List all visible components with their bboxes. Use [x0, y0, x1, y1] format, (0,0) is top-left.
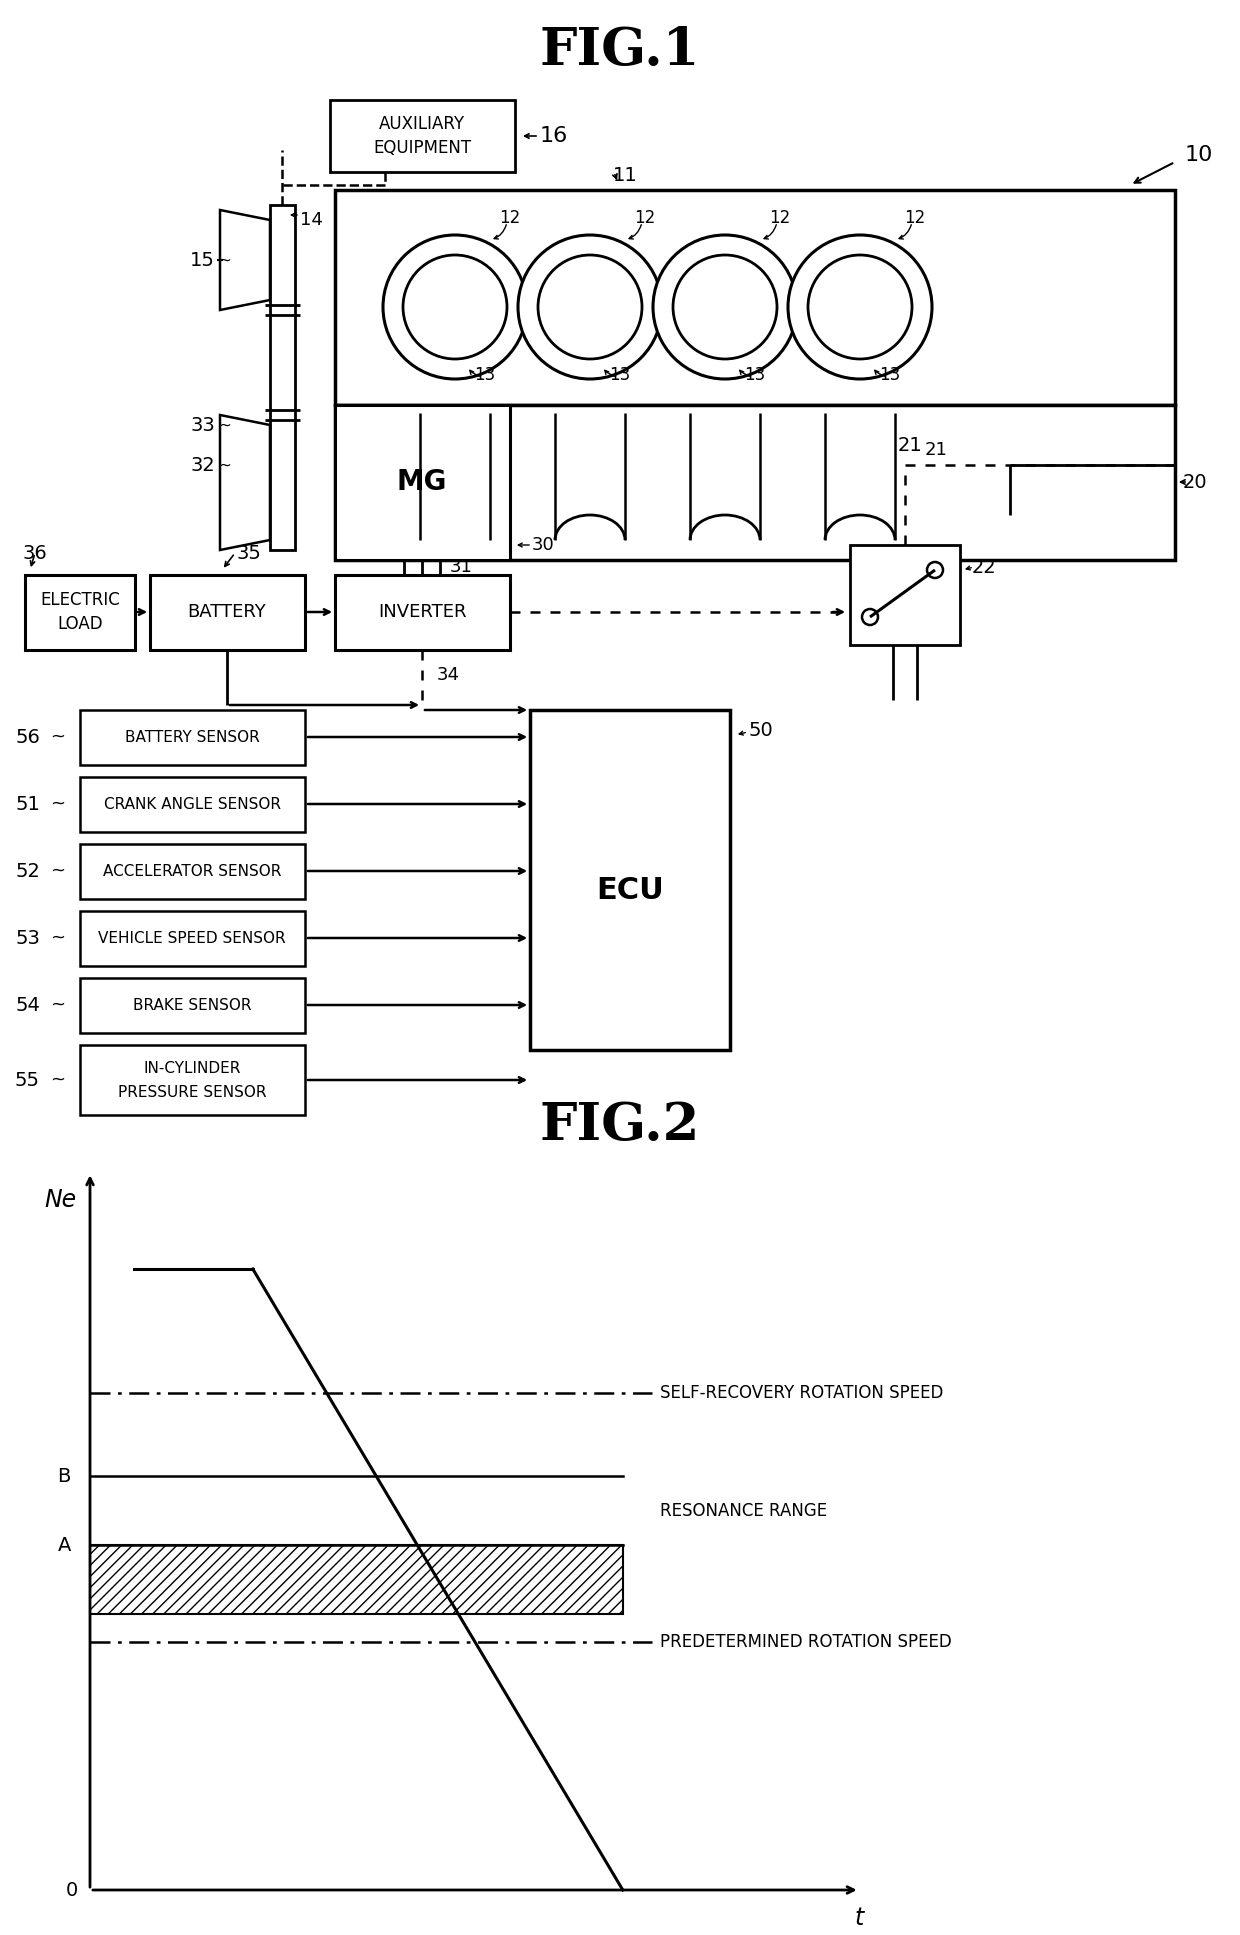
Text: 51: 51 — [15, 795, 40, 813]
Text: 13: 13 — [475, 366, 496, 383]
Bar — [335, 190, 1176, 404]
Circle shape — [653, 234, 797, 379]
Text: BRAKE SENSOR: BRAKE SENSOR — [133, 998, 252, 1012]
Text: 13: 13 — [879, 366, 900, 383]
Text: 35: 35 — [237, 544, 262, 563]
Bar — [849, 546, 960, 644]
Text: 0: 0 — [66, 1881, 78, 1900]
Circle shape — [518, 234, 662, 379]
Text: 33: 33 — [190, 416, 215, 435]
Circle shape — [787, 234, 932, 379]
Text: 12: 12 — [769, 209, 791, 226]
Text: ACCELERATOR SENSOR: ACCELERATOR SENSOR — [103, 863, 281, 878]
Bar — [81, 710, 305, 764]
Text: ~: ~ — [218, 457, 232, 472]
Text: 13: 13 — [744, 366, 765, 383]
Circle shape — [383, 234, 527, 379]
Text: 32: 32 — [190, 455, 215, 474]
Text: SELF-RECOVERY ROTATION SPEED: SELF-RECOVERY ROTATION SPEED — [660, 1384, 944, 1403]
Text: 12: 12 — [635, 209, 656, 226]
Text: 34: 34 — [436, 666, 460, 683]
Circle shape — [862, 610, 878, 625]
Text: ~: ~ — [51, 929, 66, 946]
Text: BATTERY: BATTERY — [187, 604, 267, 621]
Text: BATTERY SENSOR: BATTERY SENSOR — [125, 729, 259, 745]
Polygon shape — [219, 211, 270, 310]
Text: 56: 56 — [15, 728, 40, 747]
Text: 22: 22 — [972, 557, 997, 577]
Circle shape — [808, 255, 911, 360]
Text: ~: ~ — [51, 1070, 66, 1089]
Text: B: B — [57, 1467, 71, 1486]
Text: IN-CYLINDER: IN-CYLINDER — [144, 1060, 241, 1076]
Circle shape — [538, 255, 642, 360]
Text: RESONANCE RANGE: RESONANCE RANGE — [660, 1502, 827, 1519]
Text: EQUIPMENT: EQUIPMENT — [373, 139, 471, 157]
Bar — [270, 205, 295, 550]
Text: 55: 55 — [15, 1070, 40, 1089]
Circle shape — [928, 561, 942, 579]
Text: 11: 11 — [613, 166, 637, 184]
Text: FIG.1: FIG.1 — [539, 25, 701, 75]
Bar — [81, 977, 305, 1033]
Text: ELECTRIC: ELECTRIC — [40, 590, 120, 610]
Text: ECU: ECU — [596, 875, 663, 904]
Text: ~: ~ — [51, 997, 66, 1014]
Text: AUXILIARY: AUXILIARY — [379, 114, 465, 134]
Text: VEHICLE SPEED SENSOR: VEHICLE SPEED SENSOR — [98, 931, 285, 946]
Text: 13: 13 — [609, 366, 631, 383]
Text: t: t — [854, 1906, 864, 1929]
Text: 10: 10 — [1185, 145, 1214, 164]
Bar — [335, 575, 510, 650]
Text: ~: ~ — [51, 795, 66, 813]
Text: ~: ~ — [51, 861, 66, 880]
Text: 30: 30 — [532, 536, 554, 553]
Text: PREDETERMINED ROTATION SPEED: PREDETERMINED ROTATION SPEED — [660, 1633, 951, 1651]
Text: ~: ~ — [218, 418, 232, 433]
Text: MG: MG — [397, 468, 448, 495]
Text: FIG.2: FIG.2 — [539, 1099, 701, 1151]
Text: ~: ~ — [218, 252, 232, 267]
Text: INVERTER: INVERTER — [378, 604, 466, 621]
Text: CRANK ANGLE SENSOR: CRANK ANGLE SENSOR — [103, 797, 280, 811]
Text: 53: 53 — [15, 929, 40, 948]
Circle shape — [673, 255, 777, 360]
Text: LOAD: LOAD — [57, 615, 103, 633]
Text: 52: 52 — [15, 861, 40, 880]
Text: 20: 20 — [1183, 472, 1208, 491]
Bar — [335, 404, 1176, 559]
Bar — [330, 101, 515, 172]
Text: 16: 16 — [539, 126, 568, 145]
Bar — [25, 575, 135, 650]
Text: PRESSURE SENSOR: PRESSURE SENSOR — [118, 1084, 267, 1099]
Bar — [91, 1544, 622, 1614]
Text: 12: 12 — [500, 209, 521, 226]
Text: Ne: Ne — [45, 1188, 77, 1211]
Text: ~: ~ — [51, 728, 66, 747]
Bar — [81, 844, 305, 900]
Text: A: A — [57, 1536, 71, 1554]
Text: 14: 14 — [300, 211, 322, 228]
Bar — [81, 911, 305, 966]
Text: 21: 21 — [925, 441, 947, 459]
Text: 21: 21 — [898, 435, 923, 455]
Bar — [81, 1045, 305, 1115]
Polygon shape — [219, 414, 270, 550]
Bar — [81, 778, 305, 832]
Text: 36: 36 — [24, 544, 48, 563]
Text: 12: 12 — [904, 209, 925, 226]
Bar — [529, 710, 730, 1051]
Text: 54: 54 — [15, 995, 40, 1014]
Bar — [150, 575, 305, 650]
Bar — [335, 404, 510, 559]
Circle shape — [403, 255, 507, 360]
Text: 50: 50 — [748, 720, 773, 739]
Text: 31: 31 — [450, 557, 472, 577]
Text: 15: 15 — [190, 250, 215, 269]
